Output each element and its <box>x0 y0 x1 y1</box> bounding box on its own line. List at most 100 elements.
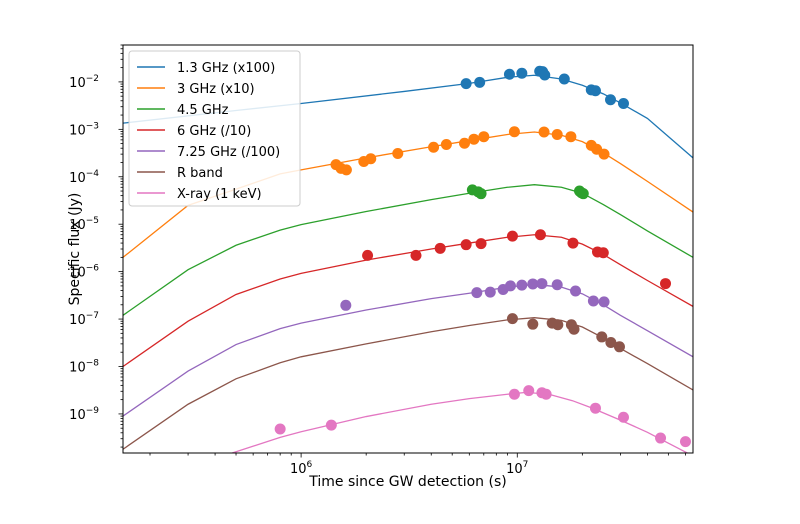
legend-item: R band <box>137 166 223 181</box>
series-group <box>123 313 693 450</box>
plot-area <box>123 65 693 453</box>
data-point <box>362 249 374 261</box>
data-point <box>428 141 440 153</box>
series-group <box>123 184 693 316</box>
data-point <box>660 278 672 290</box>
series-group <box>123 65 693 159</box>
x-tick-label: 106 <box>290 460 313 477</box>
series-model-line <box>123 317 693 450</box>
y-tick-label: 10−6 <box>69 264 99 281</box>
data-point <box>274 423 286 435</box>
data-point <box>475 238 487 250</box>
x-axis-label: Time since GW detection (s) <box>308 474 506 490</box>
data-point <box>605 94 617 106</box>
data-point <box>605 337 617 349</box>
data-point <box>440 138 452 150</box>
data-point <box>504 280 516 292</box>
series-model-line <box>123 184 693 316</box>
data-point <box>567 237 579 249</box>
data-point <box>598 296 610 308</box>
data-point <box>570 285 582 297</box>
legend-label: 7.25 GHz (/100) <box>177 145 280 160</box>
data-point <box>679 436 691 448</box>
legend-item: 1.3 GHz (x100) <box>137 61 275 76</box>
data-point <box>460 239 472 251</box>
y-tick-label: 10−3 <box>69 121 99 138</box>
data-point <box>460 78 472 90</box>
data-point <box>392 147 404 159</box>
data-point <box>527 318 539 330</box>
data-point <box>587 295 599 307</box>
y-tick-label: 10−9 <box>69 406 99 423</box>
data-point <box>568 323 580 335</box>
data-point <box>506 230 518 242</box>
data-point <box>527 278 539 290</box>
data-point <box>340 164 352 176</box>
data-point <box>565 131 577 143</box>
data-point <box>434 242 446 254</box>
legend-label: R band <box>177 166 223 181</box>
y-axis-label: Specific flux (Jy) <box>67 193 83 306</box>
data-point <box>589 85 601 97</box>
data-point <box>503 68 515 80</box>
data-point <box>516 67 528 79</box>
y-tick-label: 10−7 <box>69 311 99 328</box>
legend-item: X-ray (1 keV) <box>137 187 262 202</box>
legend-box <box>128 50 301 207</box>
data-point <box>478 131 490 143</box>
data-point <box>468 133 480 145</box>
data-point <box>597 247 609 259</box>
data-point <box>617 98 629 110</box>
data-point <box>340 299 352 311</box>
data-point <box>598 148 610 160</box>
y-tick-label: 10−8 <box>69 358 99 375</box>
data-point <box>365 153 377 165</box>
data-point <box>552 319 564 331</box>
legend-label: X-ray (1 keV) <box>177 187 262 202</box>
data-point <box>536 278 548 290</box>
data-point <box>589 402 601 414</box>
data-point <box>596 331 608 343</box>
data-point <box>474 76 486 88</box>
axes: 106 107 10−9 10−8 10−7 10−6 10−5 10−4 10−3 10−2 <box>69 44 694 477</box>
data-point <box>655 432 667 444</box>
data-point <box>539 69 551 81</box>
legend-item: 7.25 GHz (/100) <box>137 145 280 160</box>
legend: 1.3 GHz (x100) 3 GHz (x10) 4.5 GHz 6 GHz (/… <box>128 50 301 207</box>
data-point <box>508 388 520 400</box>
series-group <box>123 278 693 417</box>
y-tick-label: 10−4 <box>69 169 99 186</box>
legend-item: 3 GHz (x10) <box>137 82 255 97</box>
y-tick-label: 10−5 <box>69 216 99 233</box>
data-point <box>506 313 518 325</box>
series-group <box>123 229 693 368</box>
series-model-line <box>123 234 693 368</box>
data-point <box>459 137 470 149</box>
data-point <box>410 249 422 261</box>
data-point <box>577 188 589 200</box>
data-point <box>617 411 629 423</box>
x-tick-label: 107 <box>506 460 528 477</box>
data-point <box>471 287 483 299</box>
y-tick-label: 10−2 <box>69 74 99 91</box>
legend-label: 3 GHz (x10) <box>177 82 255 97</box>
data-point <box>534 229 546 241</box>
data-point <box>540 388 552 400</box>
data-point <box>325 419 337 431</box>
legend-item: 4.5 GHz <box>137 103 229 118</box>
legend-label: 4.5 GHz <box>177 103 229 118</box>
data-point <box>516 279 528 291</box>
series-model-line <box>231 391 689 453</box>
data-point <box>523 385 535 397</box>
data-point <box>613 341 625 353</box>
legend-item: 6 GHz (/10) <box>137 124 251 139</box>
data-point <box>508 126 520 138</box>
data-point <box>484 286 496 298</box>
data-point <box>475 188 487 200</box>
legend-label: 6 GHz (/10) <box>177 124 251 139</box>
series-group <box>231 385 691 453</box>
data-point <box>538 126 550 138</box>
data-point <box>551 279 563 291</box>
legend-label: 1.3 GHz (x100) <box>177 61 275 76</box>
